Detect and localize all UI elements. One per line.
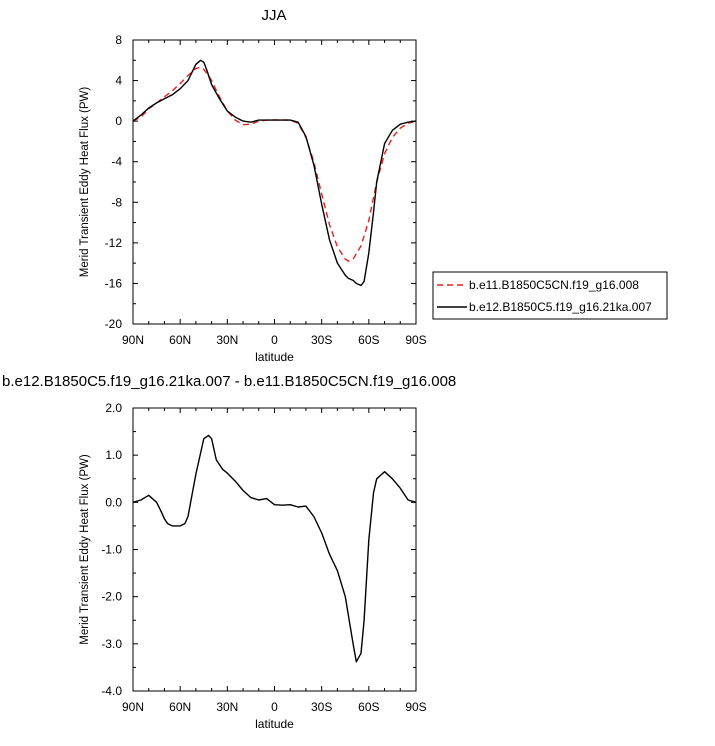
y-tick-label: 0 — [115, 114, 122, 128]
x-tick-label: 60N — [169, 700, 191, 714]
x-tick-label: 90S — [405, 333, 426, 347]
y-tick-label: -3.0 — [101, 637, 122, 651]
x-axis-label: latitude — [255, 717, 294, 731]
x-tick-label: 60S — [358, 333, 379, 347]
x-tick-label: 90N — [122, 333, 144, 347]
chart-title: JJA — [261, 7, 286, 24]
series-line-1 — [132, 434, 417, 663]
x-tick-label: 60S — [358, 700, 379, 714]
x-tick-label: 0 — [271, 333, 278, 347]
series-line-1 — [132, 66, 417, 262]
y-axis-label: Merid Transient Eddy Heat Flux (PW) — [79, 454, 91, 645]
x-axis-label: latitude — [255, 350, 294, 364]
x-tick-label: 0 — [271, 700, 278, 714]
y-tick-label: 2.0 — [105, 401, 122, 415]
y-tick-label: -4.0 — [101, 684, 122, 698]
y-axis-label: Merid Transient Eddy Heat Flux (PW) — [79, 87, 91, 278]
x-tick-label: 90N — [122, 700, 144, 714]
x-tick-label: 30N — [216, 700, 238, 714]
x-tick-label: 60N — [169, 333, 191, 347]
plot-frame — [132, 407, 417, 692]
y-tick-label: 1.0 — [105, 448, 122, 462]
y-tick-label: -2.0 — [101, 590, 122, 604]
legend-label-1: b.e11.B1850C5CN.f19_g16.008 — [469, 278, 639, 292]
y-tick-label: -4 — [111, 155, 122, 169]
legend: b.e11.B1850C5CN.f19_g16.008 b.e12.B1850C5… — [432, 271, 668, 320]
y-tick-label: -16 — [105, 276, 123, 290]
legend-box — [432, 271, 668, 320]
top-panel: JJA -20 -16 -12 -8 -4 0 4 8 90N 60N 30N 0 30S 60S 90S la… — [79, 7, 427, 364]
x-tick-label: 30S — [311, 333, 332, 347]
x-tick-label: 90S — [405, 700, 426, 714]
series-line-2 — [132, 59, 417, 287]
y-tick-label: -1.0 — [101, 543, 122, 557]
y-tick-label: 4 — [115, 74, 122, 88]
bottom-panel: b.e12.B1850C5.f19_g16.21ka.007 - b.e11.B… — [2, 373, 456, 731]
y-tick-label: 8 — [115, 33, 122, 47]
chart-title: b.e12.B1850C5.f19_g16.21ka.007 - b.e11.B… — [2, 373, 456, 390]
x-tick-label: 30N — [216, 333, 238, 347]
legend-label-2: b.e12.B1850C5.f19_g16.21ka.007 — [469, 300, 652, 314]
x-tick-label: 30S — [311, 700, 332, 714]
y-tick-label: -20 — [105, 317, 123, 331]
y-tick-label: -12 — [105, 236, 123, 250]
y-tick-label: -8 — [111, 195, 122, 209]
y-tick-label: 0.0 — [105, 495, 122, 509]
plot-frame — [132, 39, 417, 325]
